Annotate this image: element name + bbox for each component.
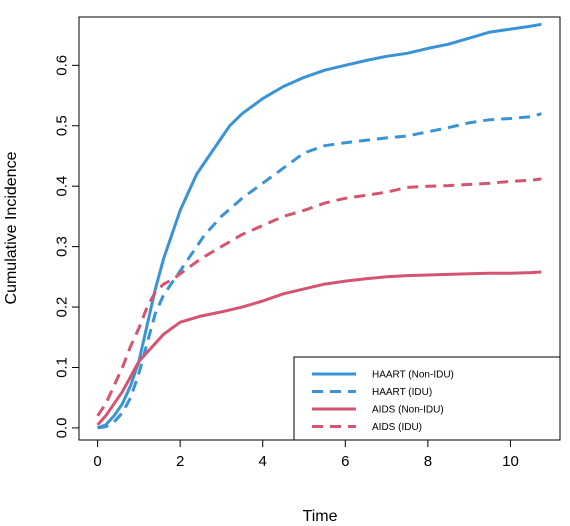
y-tick-label: 0.5 [53, 115, 70, 136]
x-tick-label: 6 [341, 453, 349, 470]
y-tick-label: 0.4 [53, 176, 70, 197]
x-tick-label: 4 [259, 453, 267, 470]
y-tick-label: 0.0 [53, 417, 70, 438]
x-tick-label: 0 [93, 453, 101, 470]
x-axis-title: Time [303, 508, 338, 525]
legend: HAART (Non-IDU) HAART (IDU) AIDS (Non-IDU)… [293, 356, 561, 441]
legend-entry-1: HAART (Non-IDU) [372, 370, 454, 381]
x-tick-label: 10 [502, 453, 519, 470]
x-tick-label: 8 [424, 453, 432, 470]
y-tick-label: 0.1 [53, 357, 70, 378]
series-line-1 [97, 22, 542, 430]
legend-entry-4: AIDS (IDU) [372, 422, 422, 433]
legend-entry-2: HAART (IDU) [372, 387, 432, 398]
y-axis-title: Cumulative Incidence [3, 151, 20, 304]
legend-entry-3: AIDS (Non-IDU) [372, 405, 444, 416]
y-tick-label: 0.2 [53, 297, 70, 318]
x-tick-label: 2 [176, 453, 184, 470]
series-line-2 [97, 112, 542, 430]
series-line-4 [96, 177, 542, 417]
y-axis: 0.0 0.1 0.2 0.3 0.4 0.5 0.6 [53, 55, 79, 438]
x-axis: 0 2 4 6 8 10 [93, 440, 519, 470]
y-tick-label: 0.6 [53, 55, 70, 76]
series-line-3 [96, 270, 542, 426]
series-layer [96, 22, 542, 430]
y-tick-label: 0.3 [53, 236, 70, 257]
